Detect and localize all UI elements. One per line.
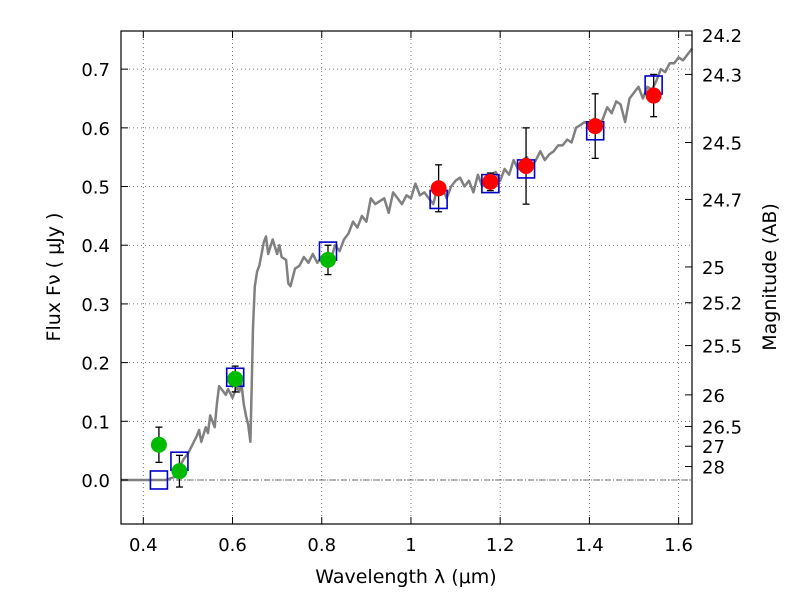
- photometry-point: [518, 157, 535, 174]
- photometry-point: [227, 371, 244, 388]
- y-tick-label: 0.1: [81, 412, 110, 433]
- y-tick-label: 0.3: [81, 295, 110, 316]
- x-tick-labels: 0.4 0.6 0.8 1 1.2 1.4 1.6: [129, 535, 693, 556]
- magnitude-tick-label: 26.5: [702, 417, 742, 438]
- photometry-point: [319, 251, 336, 268]
- observed-photometry-markers: [150, 87, 662, 480]
- x-tick-label: 0.8: [307, 535, 336, 556]
- x-tick-label: 1: [405, 535, 416, 556]
- magnitude-tick-label: 24.3: [702, 65, 742, 86]
- x-tick-label: 0.6: [218, 535, 247, 556]
- photometry-point: [587, 118, 604, 135]
- x-axis-title: Wavelength λ (μm): [315, 566, 496, 588]
- photometry-point: [645, 87, 662, 104]
- y-tick-label: 0.4: [81, 236, 110, 257]
- magnitude-tick-label: 24.7: [702, 190, 742, 211]
- magnitude-tick-label: 24.5: [702, 134, 742, 155]
- y-tick-label: 0.0: [81, 471, 110, 492]
- y-tick-label: 0.5: [81, 178, 110, 199]
- y-tick-labels: 0.0 0.1 0.2 0.3 0.4 0.5 0.6 0.7: [81, 60, 110, 492]
- y-axis-title: Flux Fν ( μJy ): [43, 213, 65, 342]
- x-tick-label: 1.2: [486, 535, 515, 556]
- plot-frame: [120, 30, 693, 525]
- model-photometry-square: [149, 470, 169, 490]
- magnitude-tick-label: 25.2: [702, 294, 742, 315]
- y-tick-label: 0.7: [81, 60, 110, 81]
- photometry-point: [482, 173, 499, 190]
- magnitude-tick-label: 28: [702, 458, 725, 479]
- x-tick-label: 1.4: [575, 535, 604, 556]
- photometry-point: [150, 436, 167, 453]
- x-tick-label: 1.6: [664, 535, 693, 556]
- y2-axis-title: Magnitude (AB): [759, 203, 781, 351]
- x-tick-label: 0.4: [129, 535, 158, 556]
- magnitude-tick-label: 25: [702, 258, 725, 279]
- magnitude-tick-label: 26: [702, 386, 725, 407]
- magnitude-tick-label: 25.5: [702, 337, 742, 358]
- axis-ticks: [121, 31, 692, 524]
- y-tick-label: 0.6: [81, 119, 110, 140]
- photometry-point: [430, 180, 447, 197]
- y-tick-label: 0.2: [81, 354, 110, 375]
- magnitude-tick-label: 27: [702, 437, 725, 458]
- magnitude-tick-label: 24.2: [702, 26, 742, 47]
- photometry-point: [171, 463, 188, 480]
